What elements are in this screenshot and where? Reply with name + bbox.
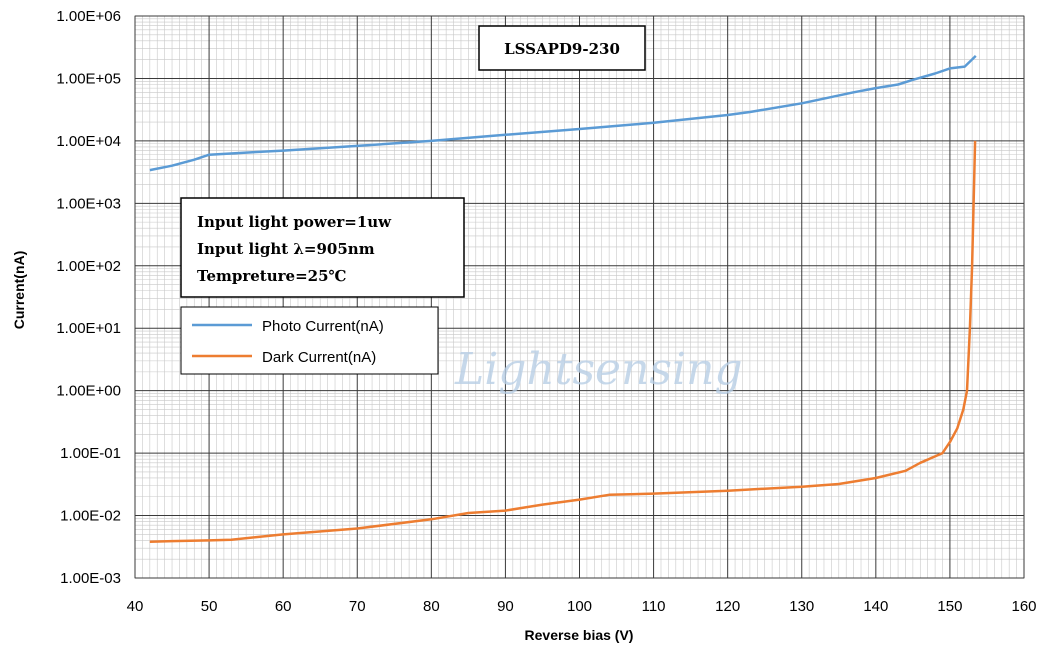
x-tick-label: 80 (423, 598, 440, 615)
x-tick-label: 100 (567, 598, 592, 615)
device-label: LSSAPD9-230 (504, 40, 620, 58)
y-tick-label: 1.00E+06 (56, 8, 121, 25)
watermark-text: Lightsensing (454, 344, 743, 395)
y-tick-label: 1.00E+01 (56, 320, 121, 337)
y-tick-label: 1.00E-03 (60, 570, 121, 587)
legend-label-photo: Photo Current(nA) (262, 318, 384, 335)
condition-temperature: Tempreture=25℃ (197, 267, 347, 285)
legend: Photo Current(nA) Dark Current(nA) (180, 306, 439, 375)
conditions-box: Input light power=1uw Input light λ=905n… (180, 197, 465, 298)
y-tick-label: 1.00E-02 (60, 508, 121, 525)
y-tick-label: 1.00E+03 (56, 195, 121, 212)
condition-wavelength: Input light λ=905nm (197, 240, 375, 258)
dark-current-line (149, 140, 977, 544)
y-tick-label: 1.00E+00 (56, 383, 121, 400)
device-label-box: LSSAPD9-230 (478, 25, 646, 71)
photo-current-line (149, 55, 977, 172)
x-tick-label: 140 (863, 598, 888, 615)
x-axis-title: Reverse bias (V) (525, 627, 634, 643)
y-tick-label: 1.00E+02 (56, 258, 121, 275)
x-tick-label: 60 (275, 598, 292, 615)
legend-label-dark: Dark Current(nA) (262, 349, 376, 366)
y-tick-label: 1.00E+05 (56, 70, 121, 87)
x-tick-label: 160 (1011, 598, 1036, 615)
x-tick-labels: 40 50 60 70 80 90 100 110 120 130 140 150 160 (127, 598, 1037, 615)
y-tick-labels: 1.00E+06 1.00E+05 1.00E+04 1.00E+03 1.00E+02… (56, 8, 121, 587)
x-tick-label: 50 (201, 598, 218, 615)
x-tick-label: 70 (349, 598, 366, 615)
y-axis-title: Current(nA) (11, 251, 27, 330)
x-tick-label: 120 (715, 598, 740, 615)
x-tick-label: 130 (789, 598, 814, 615)
x-tick-label: 150 (937, 598, 962, 615)
y-tick-label: 1.00E-01 (60, 445, 121, 462)
x-tick-label: 110 (642, 598, 666, 615)
series-lines (149, 55, 977, 544)
condition-power: Input light power=1uw (197, 213, 392, 231)
x-tick-label: 40 (127, 598, 144, 615)
x-tick-label: 90 (497, 598, 514, 615)
y-tick-label: 1.00E+04 (56, 133, 121, 150)
